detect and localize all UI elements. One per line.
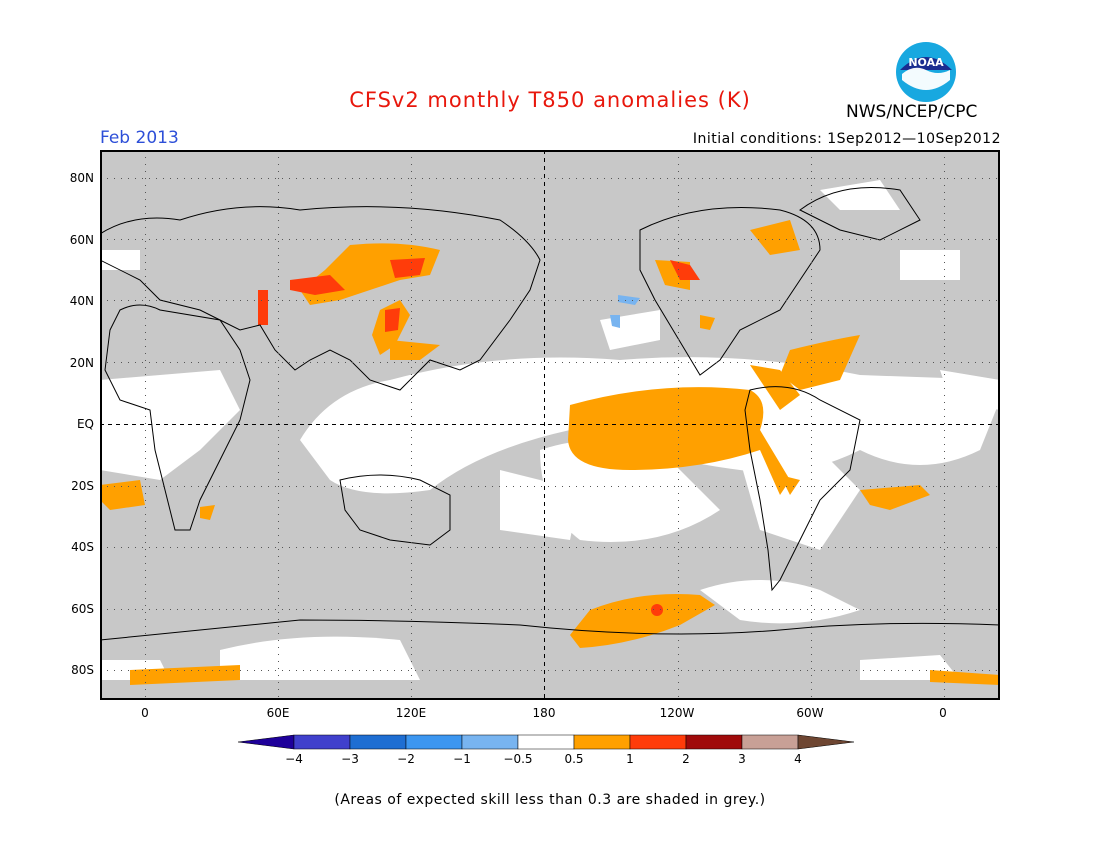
colorbar-segment-2 [349,734,407,750]
lon-label-120e: 120E [395,706,427,720]
lat-label-60s: 60S [71,602,94,616]
neutral-anomaly-regions [100,180,1000,680]
map-frame [100,150,1000,700]
colorbar-label: 3 [738,752,746,766]
lat-label-40s: 40S [71,540,94,554]
warm-anomaly-regions [100,220,1000,685]
color-scale-bar [238,734,855,750]
lon-label-0-left: 0 [141,706,149,720]
lon-label-180: 180 [532,706,556,720]
lat-label-80n: 80N [69,171,94,185]
lat-label-eq: EQ [76,417,94,431]
coastlines [100,187,1000,641]
forecast-month: Feb 2013 [100,128,179,148]
lon-label-60w: 60W [796,706,824,720]
lat-label-20n: 20N [69,356,94,370]
colorbar-label: −4 [285,752,303,766]
lat-label-20s: 20S [71,479,94,493]
colorbar-segment-9 [741,734,799,750]
world-map [100,150,1000,700]
colorbar-segment-8 [685,734,743,750]
logo-text: NOAA [908,56,944,69]
colorbar-label: 4 [794,752,802,766]
graticule [100,150,1000,700]
lat-label-80s: 80S [71,663,94,677]
colorbar-label: 1 [626,752,634,766]
lon-label-60e: 60E [266,706,290,720]
colorbar-label: −1 [453,752,471,766]
lon-label-0-right: 0 [939,706,947,720]
colorbar-segment-10 [797,734,855,750]
colorbar-label: −3 [341,752,359,766]
colorbar-segment-7 [629,734,687,750]
strong-warm-anomaly-regions [258,258,700,616]
colorbar-label: 0.5 [564,752,584,766]
noaa-logo: NOAA [896,42,956,102]
skill-note: (Areas of expected skill less than 0.3 a… [334,792,766,808]
equator-and-dateline [100,150,1000,700]
colorbar-segment-4 [461,734,519,750]
colorbar-label: −0.5 [503,752,533,766]
agency-label: NWS/NCEP/CPC [846,102,978,122]
lat-label-40n: 40N [69,294,94,308]
colorbar-segment-3 [405,734,463,750]
map-title: CFSv2 monthly T850 anomalies (K) [349,88,751,112]
colorbar-segment-1 [293,734,351,750]
lat-label-60n: 60N [69,233,94,247]
colorbar-label: 2 [682,752,690,766]
colorbar-label: −2 [397,752,415,766]
lon-label-120w: 120W [659,706,695,720]
colorbar-segment-5 [517,734,575,750]
cool-anomaly-regions [610,295,640,328]
initial-conditions: Initial conditions: 1Sep2012—10Sep2012 [692,131,1001,147]
colorbar-segment-0 [238,734,295,750]
colorbar-segment-6 [573,734,631,750]
